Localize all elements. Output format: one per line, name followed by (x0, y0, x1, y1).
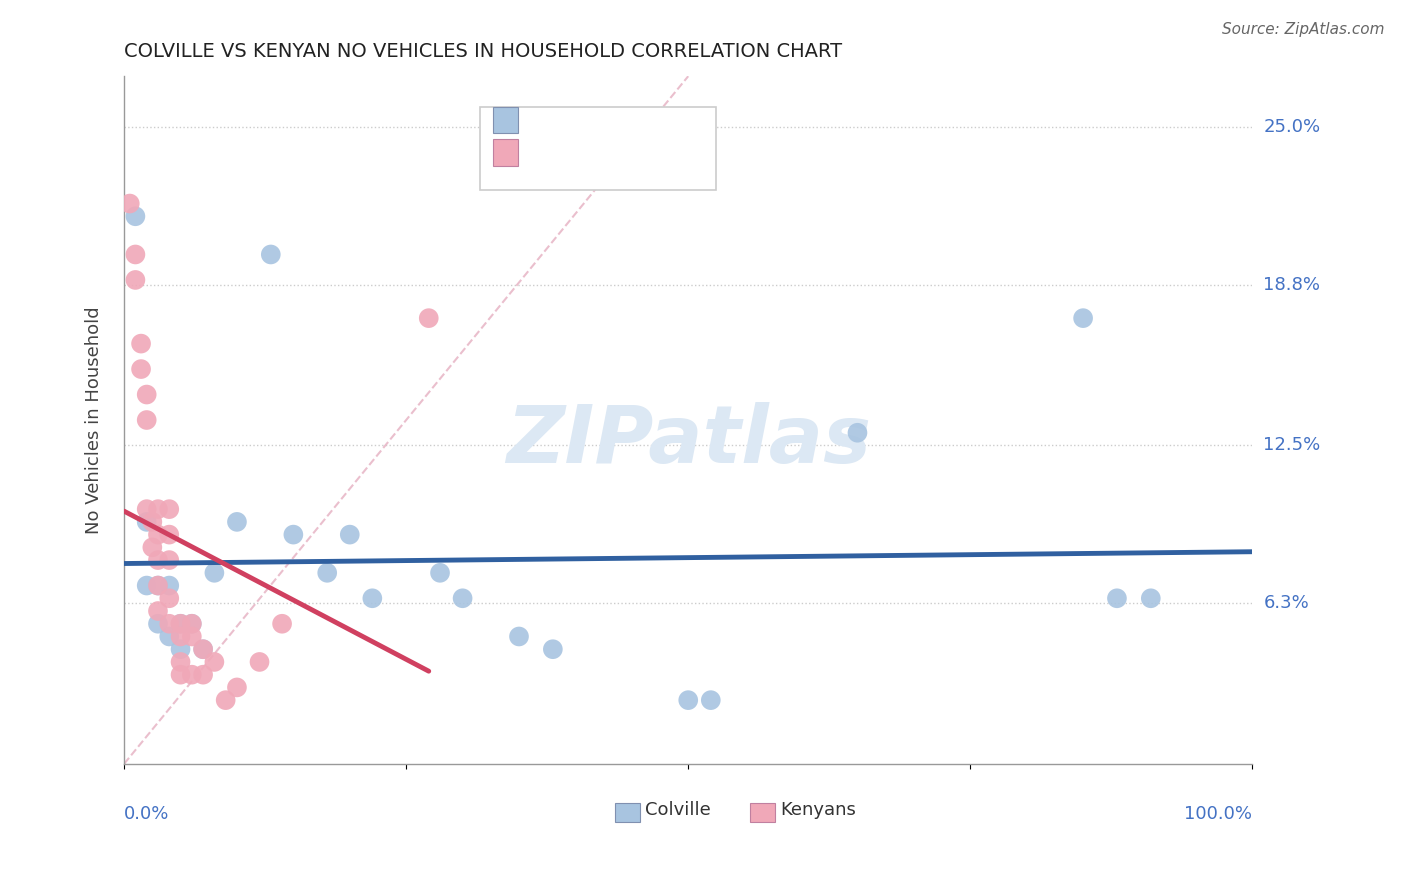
Bar (751, 803, 775, 822)
Point (191, 667, 214, 681)
Text: N = 35: N = 35 (616, 144, 679, 161)
Point (135, 515, 157, 529)
Text: 12.5%: 12.5% (1264, 436, 1320, 455)
Text: Kenyans: Kenyans (780, 801, 856, 819)
Text: ZIPatlas: ZIPatlas (506, 401, 870, 480)
Point (146, 553, 169, 567)
Point (169, 667, 191, 681)
Point (676, 693, 699, 707)
Point (135, 578, 157, 592)
Point (169, 642, 191, 657)
Point (146, 578, 169, 592)
Point (180, 616, 202, 631)
Point (271, 616, 294, 631)
Text: 25.0%: 25.0% (1264, 118, 1320, 136)
Y-axis label: No Vehicles in Household: No Vehicles in Household (86, 306, 103, 533)
Text: COLVILLE VS KENYAN NO VEHICLES IN HOUSEHOLD CORRELATION CHART: COLVILLE VS KENYAN NO VEHICLES IN HOUSEH… (124, 42, 842, 61)
Point (202, 655, 225, 669)
Bar (614, 803, 640, 822)
Point (169, 630, 191, 644)
Text: 100.0%: 100.0% (1184, 805, 1253, 823)
Text: R = 0.323: R = 0.323 (531, 144, 621, 161)
Point (361, 591, 384, 606)
Point (146, 604, 169, 618)
Point (135, 413, 157, 427)
Point (429, 566, 451, 580)
Point (124, 247, 146, 261)
Point (1071, 311, 1094, 326)
Point (169, 616, 191, 631)
Point (316, 566, 339, 580)
Point (226, 515, 249, 529)
Point (157, 553, 180, 567)
Text: R = 0.242: R = 0.242 (531, 112, 621, 129)
Text: 0.0%: 0.0% (124, 805, 170, 823)
Point (260, 247, 283, 261)
Point (418, 311, 440, 326)
Point (157, 616, 180, 631)
Point (508, 630, 530, 644)
Text: N = 28: N = 28 (616, 112, 679, 129)
Point (339, 527, 361, 541)
Point (124, 273, 146, 287)
Point (157, 502, 180, 516)
Text: 6.3%: 6.3% (1264, 594, 1309, 613)
Point (180, 616, 202, 631)
FancyBboxPatch shape (479, 107, 717, 190)
Point (135, 387, 157, 401)
Point (1139, 591, 1161, 606)
Text: Source: ZipAtlas.com: Source: ZipAtlas.com (1222, 22, 1385, 37)
FancyBboxPatch shape (494, 107, 517, 133)
Text: Colville: Colville (645, 801, 711, 819)
Point (283, 527, 305, 541)
Point (191, 642, 214, 657)
Point (146, 616, 169, 631)
Point (191, 642, 214, 657)
Text: 18.8%: 18.8% (1264, 276, 1320, 294)
Point (146, 578, 169, 592)
Point (180, 630, 202, 644)
Point (118, 196, 141, 211)
Point (141, 515, 163, 529)
Point (129, 336, 152, 351)
Point (124, 209, 146, 223)
FancyBboxPatch shape (494, 139, 517, 166)
Point (157, 591, 180, 606)
Point (700, 693, 723, 707)
Point (451, 591, 474, 606)
Point (169, 655, 191, 669)
Point (146, 502, 169, 516)
Point (180, 667, 202, 681)
Point (157, 630, 180, 644)
Point (146, 527, 169, 541)
Point (846, 425, 869, 440)
Point (157, 578, 180, 592)
Point (1105, 591, 1128, 606)
Point (249, 655, 271, 669)
Point (157, 527, 180, 541)
Point (541, 642, 564, 657)
Point (141, 541, 163, 555)
Point (215, 693, 238, 707)
Point (226, 681, 249, 695)
Point (202, 566, 225, 580)
Point (169, 616, 191, 631)
Point (129, 362, 152, 376)
Point (135, 502, 157, 516)
